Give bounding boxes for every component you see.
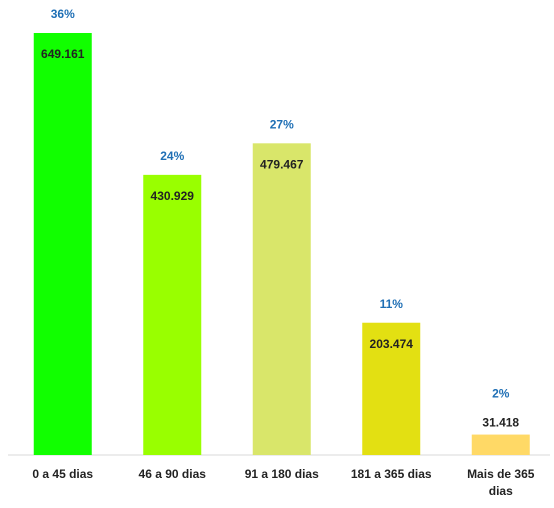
share-label: 24%: [160, 149, 184, 163]
value-label: 479.467: [260, 157, 304, 171]
share-label: 27%: [270, 117, 294, 131]
bar: [143, 174, 202, 456]
value-label: 649.161: [41, 47, 85, 61]
x-tick-label: 91 a 180 dias: [244, 467, 319, 481]
bar: [471, 434, 530, 455]
x-tick-label: Mais de 365 dias: [467, 467, 535, 498]
bar: [33, 33, 92, 455]
value-label: 430.929: [151, 189, 195, 203]
share-label: 2%: [492, 387, 510, 401]
share-label: 11%: [380, 297, 404, 311]
bar: [252, 143, 311, 455]
value-label: 203.474: [370, 337, 414, 351]
x-tick-label: 181 a 365 dias: [350, 467, 432, 481]
bar: [362, 322, 421, 455]
value-label: 31.418: [482, 416, 519, 430]
x-tick-label: 46 a 90 dias: [138, 467, 206, 481]
share-label: 36%: [51, 7, 75, 21]
x-tick-label: 0 a 45 dias: [32, 467, 94, 481]
